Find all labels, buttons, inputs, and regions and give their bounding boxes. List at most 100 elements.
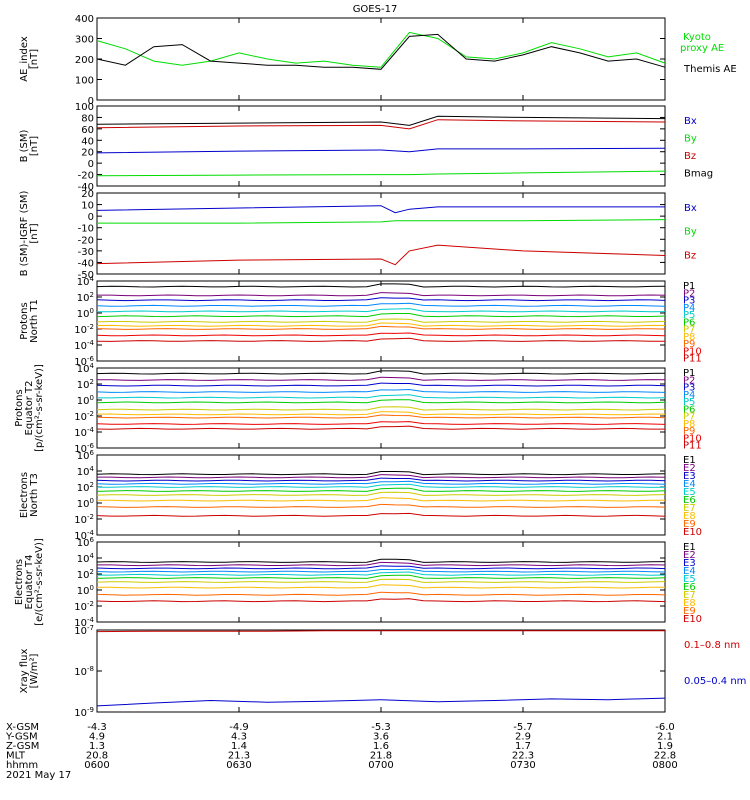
- channel-line-p6: [96, 313, 666, 318]
- ephemeris-value: 0730: [510, 760, 535, 771]
- channel-line-p10: [96, 332, 666, 337]
- tick-label: 200: [75, 55, 94, 66]
- tick-label: 102: [77, 291, 94, 304]
- tick-label: 10-8: [74, 665, 94, 678]
- channel-line-p11: [96, 425, 665, 430]
- series-line-themis-ae: [96, 33, 666, 70]
- ephemeris-value: -5.3: [371, 722, 391, 733]
- channel-label: E9: [683, 519, 696, 530]
- channel-line-p1: [96, 283, 666, 288]
- ephemeris-value: 4.3: [231, 732, 247, 743]
- channel-label: E8: [683, 511, 696, 522]
- tick-label: 20: [81, 189, 94, 200]
- legend-label: Bx: [684, 116, 697, 127]
- series-line-by: [97, 219, 666, 224]
- channel-line-e5: [97, 571, 666, 576]
- channel-line-p4: [96, 302, 666, 307]
- tick-label: 20: [81, 148, 94, 159]
- legend-label: proxy AE: [680, 43, 724, 54]
- tick-label: 100: [77, 584, 94, 597]
- panel-bsm: B (SM) [nT] Bx By Bz Bmag: [19, 105, 713, 187]
- ephemeris-value: -6.0: [655, 722, 675, 733]
- channel-label: E10: [683, 527, 702, 538]
- ephemeris-value: 0700: [368, 760, 393, 771]
- tick-label: -40: [78, 258, 94, 269]
- panel-pe: Protons Equator T2 [p/(cm²-s-sr-keV)] P1P2P…: [14, 364, 702, 452]
- ephemeris-value: 1.3: [89, 741, 105, 752]
- channel-label: P11: [683, 354, 702, 365]
- channel-line-p9: [96, 414, 666, 419]
- channel-line-p5: [97, 394, 666, 399]
- channel-line-p8: [96, 322, 666, 327]
- channel-line-e7: [96, 491, 666, 496]
- channel-label: P3: [683, 383, 695, 394]
- channel-line-e4: [96, 480, 666, 485]
- channel-label: E2: [683, 550, 696, 561]
- y-axis-label: Protons: [19, 302, 30, 339]
- tick-label: -30: [78, 247, 94, 258]
- ephemeris-row-label: X-GSM: [6, 722, 39, 733]
- channel-line-e7: [96, 578, 666, 583]
- ephemeris-value: 21.3: [228, 751, 250, 762]
- ephemeris-row-label: hhmm: [6, 760, 38, 771]
- y-axis-label: North T1: [29, 299, 40, 343]
- tick-label: 100: [77, 497, 94, 510]
- date-label: 2021 May 17: [6, 770, 71, 781]
- tick-label: 10-4: [74, 426, 94, 439]
- y-axis-label: [nT]: [29, 136, 40, 156]
- channel-label: E3: [683, 558, 696, 569]
- channel-label: E6: [683, 495, 696, 506]
- channel-label: P9: [683, 339, 695, 350]
- channel-line-e3: [96, 565, 666, 570]
- channel-label: E7: [683, 503, 696, 514]
- tick-label: -10: [78, 224, 94, 235]
- y-axis-label: B (SM): [19, 129, 30, 162]
- series-line-bx: [96, 205, 665, 214]
- ephemeris-value: 22.3: [512, 751, 534, 762]
- y-axis-label: Electrons: [19, 472, 30, 518]
- ephemeris-row-label: Y-GSM: [5, 732, 38, 743]
- legend-label: Bmag: [684, 169, 713, 180]
- ephemeris-value: 22.8: [654, 751, 676, 762]
- y-axis-label: Electrons: [14, 559, 25, 605]
- tick-label: 10-2: [74, 600, 94, 613]
- channel-line-p9: [96, 325, 666, 330]
- tick-label: 10-4: [74, 339, 94, 352]
- legend-label: Bz: [684, 250, 696, 261]
- panel-ee: Electrons Equator T4 [e/(cm²-s-sr-keV)] E1E…: [14, 538, 702, 626]
- tick-label: 400: [75, 14, 94, 25]
- tick-label: 104: [77, 465, 95, 478]
- channel-label: P8: [683, 419, 695, 430]
- legend-label: Bx: [684, 203, 697, 214]
- tick-label: 10-2: [74, 410, 94, 423]
- channel-label: P4: [683, 390, 695, 401]
- ephemeris-value: -5.7: [513, 722, 533, 733]
- channel-label: P6: [683, 317, 695, 328]
- channel-label: P5: [683, 397, 695, 408]
- tick-label: -20: [78, 171, 94, 182]
- channel-line-e6: [96, 574, 666, 579]
- channel-label: E5: [683, 487, 696, 498]
- y-axis-label: Protons: [14, 389, 25, 426]
- ephemeris-value: 1.9: [657, 741, 673, 752]
- channel-line-p4: [96, 388, 666, 393]
- channel-label: P8: [683, 332, 695, 343]
- channel-label: P1: [683, 281, 695, 292]
- tick-label: -40: [78, 182, 94, 193]
- tick-label: 10-4: [74, 616, 94, 629]
- channel-label: E8: [683, 598, 696, 609]
- channel-line-p1: [96, 370, 666, 375]
- tick-label: 0: [88, 159, 94, 170]
- channel-label: E1: [683, 455, 696, 466]
- tick-label: 10-2: [74, 513, 94, 526]
- channel-label: E2: [683, 463, 696, 474]
- channel-line-p7: [96, 406, 666, 411]
- legend-label: Kyoto: [683, 32, 711, 43]
- channel-line-e4: [96, 568, 666, 573]
- channel-line-e10: [96, 598, 666, 603]
- tick-label: 106: [77, 449, 95, 462]
- channel-line-p5: [97, 308, 666, 313]
- tick-label: 104: [77, 275, 95, 288]
